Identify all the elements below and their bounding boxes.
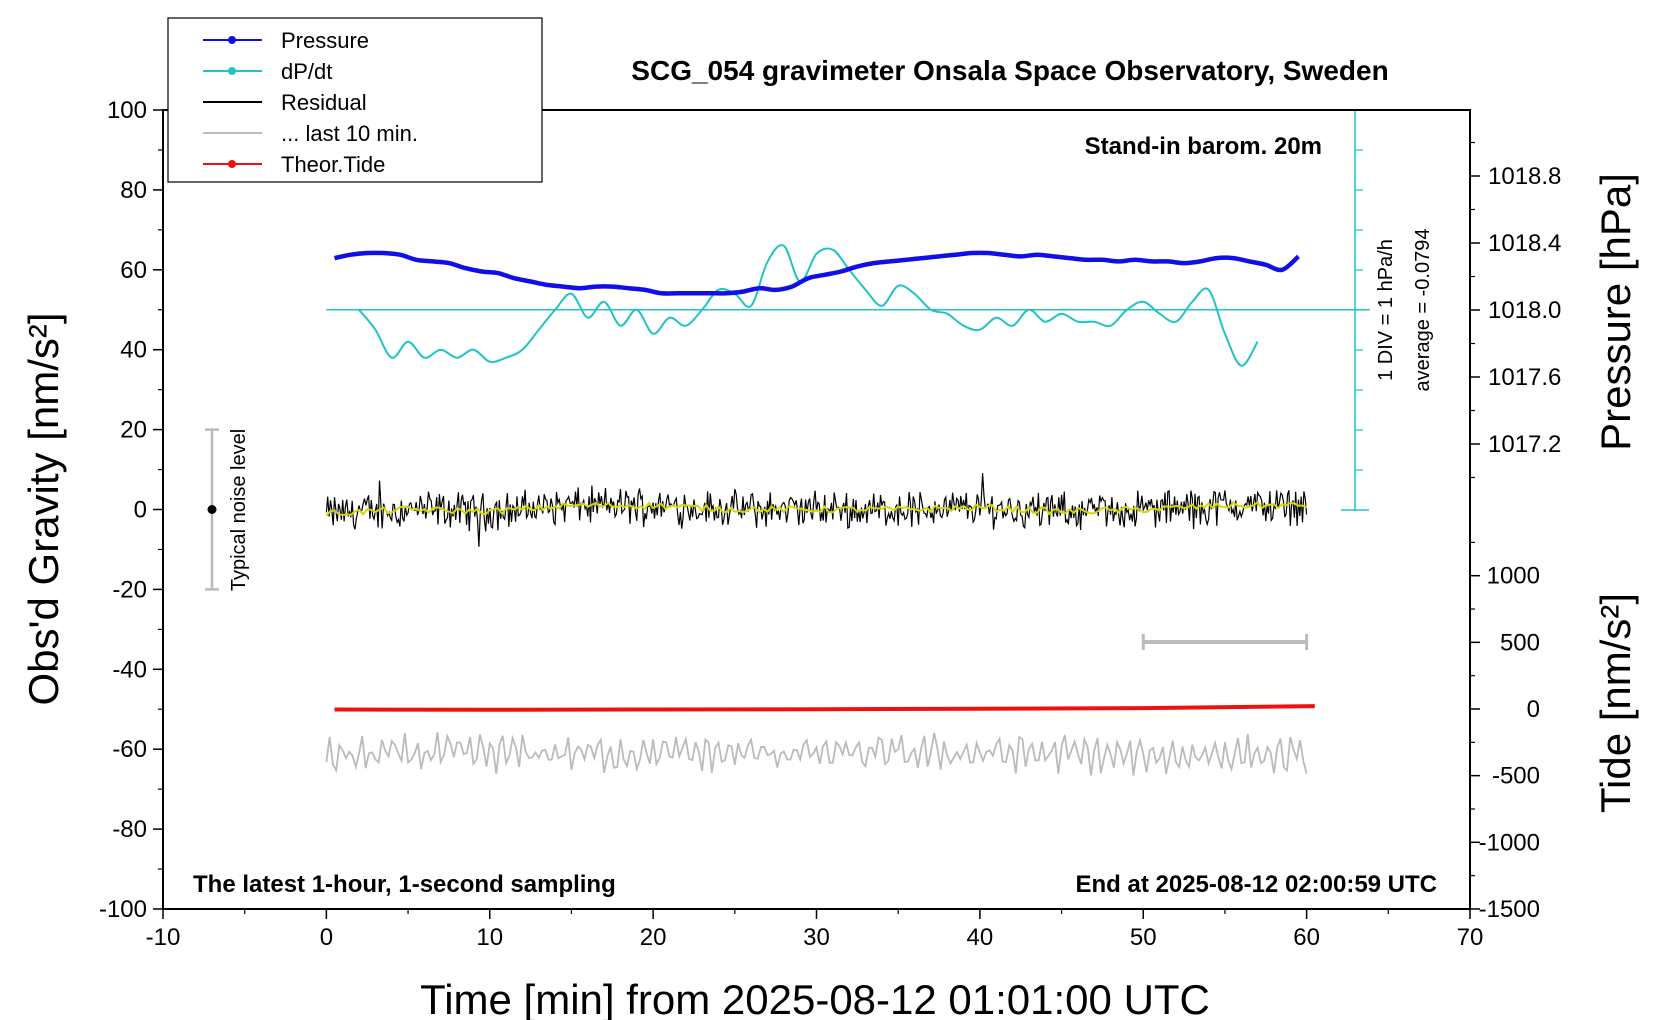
x-tick-label: 50 (1130, 924, 1157, 951)
x-tick-label: 60 (1293, 924, 1320, 951)
dpdt-line (358, 244, 1259, 367)
y-tick-label: 100 (107, 97, 147, 124)
y-tick-label: 0 (134, 497, 147, 524)
pressure-tick-label: 1018.4 (1488, 230, 1561, 257)
y-tick-label: 80 (120, 177, 147, 204)
y-tick-label: 40 (120, 337, 147, 364)
tide-line (334, 704, 1315, 712)
x-tick-label: -10 (146, 924, 181, 951)
legend-label: Theor.Tide (281, 152, 385, 177)
legend-label: dP/dt (281, 59, 332, 84)
y-tick-label: -60 (112, 736, 147, 763)
tide-tick-label: 0 (1527, 696, 1540, 723)
pressure-line (334, 250, 1300, 296)
tide-tick-label: 500 (1500, 629, 1540, 656)
last-10-min-line (325, 732, 1308, 776)
legend-marker (228, 160, 236, 168)
x-tick-label: 20 (640, 924, 667, 951)
legend: Pressure dP/dt Residual ... last 10 min. The… (167, 17, 543, 183)
x-tick-label: 0 (320, 924, 333, 951)
noise-bar-center (207, 505, 217, 514)
y-tick-label: 20 (120, 417, 147, 444)
y-axis-label-left: Obs'd Gravity [nm/s²] (20, 312, 67, 705)
legend-label: ... last 10 min. (281, 121, 418, 146)
latest-hour-label: The latest 1-hour, 1-second sampling (193, 871, 616, 898)
y-tick-label: -80 (112, 816, 147, 843)
tide-axis-label: Tide [nm/s²] (1592, 593, 1639, 813)
barometer-label: Stand-in barom. 20m (1085, 133, 1322, 160)
pressure-tick-label: 1017.2 (1488, 431, 1561, 458)
legend-label: Residual (281, 90, 367, 115)
y-tick-label: -20 (112, 576, 147, 603)
tide-tick-label: -500 (1492, 763, 1540, 790)
legend-box (167, 17, 543, 183)
noise-label: Typical noise level (228, 429, 250, 591)
plot-frame (162, 109, 1471, 910)
x-tick-label: 10 (476, 924, 503, 951)
y-tick-label: 60 (120, 257, 147, 284)
legend-label: Pressure (281, 28, 369, 53)
series (205, 109, 1370, 776)
residual-smoothed-line (325, 500, 1307, 517)
x-tick-label: 40 (967, 924, 994, 951)
pressure-tick-label: 1018.8 (1488, 163, 1561, 190)
pressure-tick-label: 1017.6 (1488, 364, 1561, 391)
average-label: average = -0.0794 (1412, 229, 1434, 392)
tide-tick-label: -1000 (1479, 829, 1540, 856)
tide-tick-label: -1500 (1479, 896, 1540, 923)
legend-marker (228, 67, 236, 75)
x-tick-label: 30 (803, 924, 830, 951)
pressure-axis-label: Pressure [hPa] (1592, 173, 1639, 451)
residual-line (325, 473, 1308, 547)
pressure-tick-label: 1018.0 (1488, 297, 1561, 324)
y-tick-label: -100 (99, 896, 147, 923)
ticks: -10 0 10 20 30 40 50 60 70100806040200-20-40-60-… (99, 97, 1561, 951)
legend-marker (228, 36, 236, 44)
end-time-label: End at 2025-08-12 02:00:59 UTC (1076, 871, 1438, 898)
div-scale-label: 1 DIV = 1 hPa/h (1375, 239, 1397, 381)
x-axis-label: Time [min] from 2025-08-12 01:01:00 UTC (420, 976, 1210, 1020)
x-tick-label: 70 (1457, 924, 1484, 951)
tide-tick-label: 1000 (1487, 563, 1540, 590)
y-tick-label: -40 (112, 656, 147, 683)
chart-title: SCG_054 gravimeter Onsala Space Observat… (631, 55, 1388, 86)
